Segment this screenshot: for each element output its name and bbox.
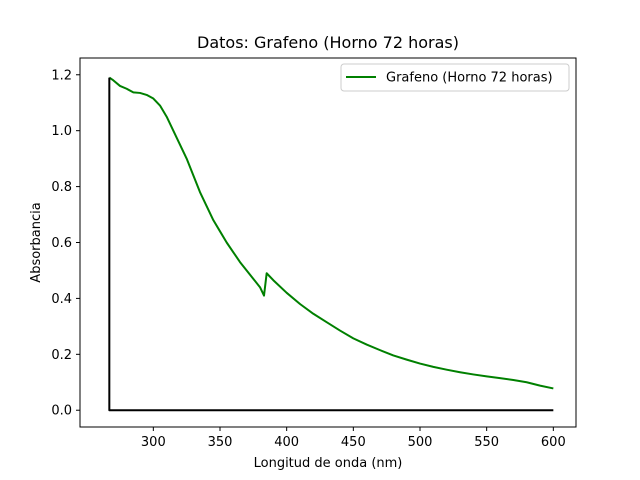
baseline-line bbox=[108, 77, 554, 412]
y-tick-label: 1.0 bbox=[51, 124, 72, 139]
plot-area bbox=[80, 58, 576, 427]
chart-title: Datos: Grafeno (Horno 72 horas) bbox=[197, 33, 459, 52]
x-tick-label: 300 bbox=[141, 435, 166, 450]
x-tick-label: 350 bbox=[208, 435, 233, 450]
x-tick-label: 600 bbox=[541, 435, 566, 450]
x-tick-label: 450 bbox=[341, 435, 366, 450]
legend-label: Grafeno (Horno 72 horas) bbox=[386, 71, 553, 86]
x-tick-label: 500 bbox=[408, 435, 433, 450]
legend-box bbox=[340, 63, 570, 92]
series-line-grafeno bbox=[108, 76, 554, 390]
series-layer bbox=[108, 76, 554, 412]
y-tick-label: 0.4 bbox=[51, 292, 72, 307]
y-tick-label: 0.0 bbox=[51, 404, 72, 419]
y-tick-label: 1.2 bbox=[51, 68, 72, 83]
y-axis-label: Absorbancia bbox=[29, 202, 44, 282]
y-axis-ticks: 0.0 0.2 0.4 0.6 0.8 1.0 1.2 bbox=[51, 68, 80, 419]
x-axis-ticks: 300 350 400 450 500 550 600 bbox=[141, 427, 566, 450]
legend: Grafeno (Horno 72 horas) bbox=[340, 63, 570, 92]
y-tick-label: 0.8 bbox=[51, 180, 72, 195]
x-tick-label: 550 bbox=[474, 435, 499, 450]
x-axis-label: Longitud de onda (nm) bbox=[254, 456, 403, 471]
x-tick-label: 400 bbox=[274, 435, 299, 450]
y-tick-label: 0.2 bbox=[51, 348, 72, 363]
y-tick-label: 0.6 bbox=[51, 236, 72, 251]
